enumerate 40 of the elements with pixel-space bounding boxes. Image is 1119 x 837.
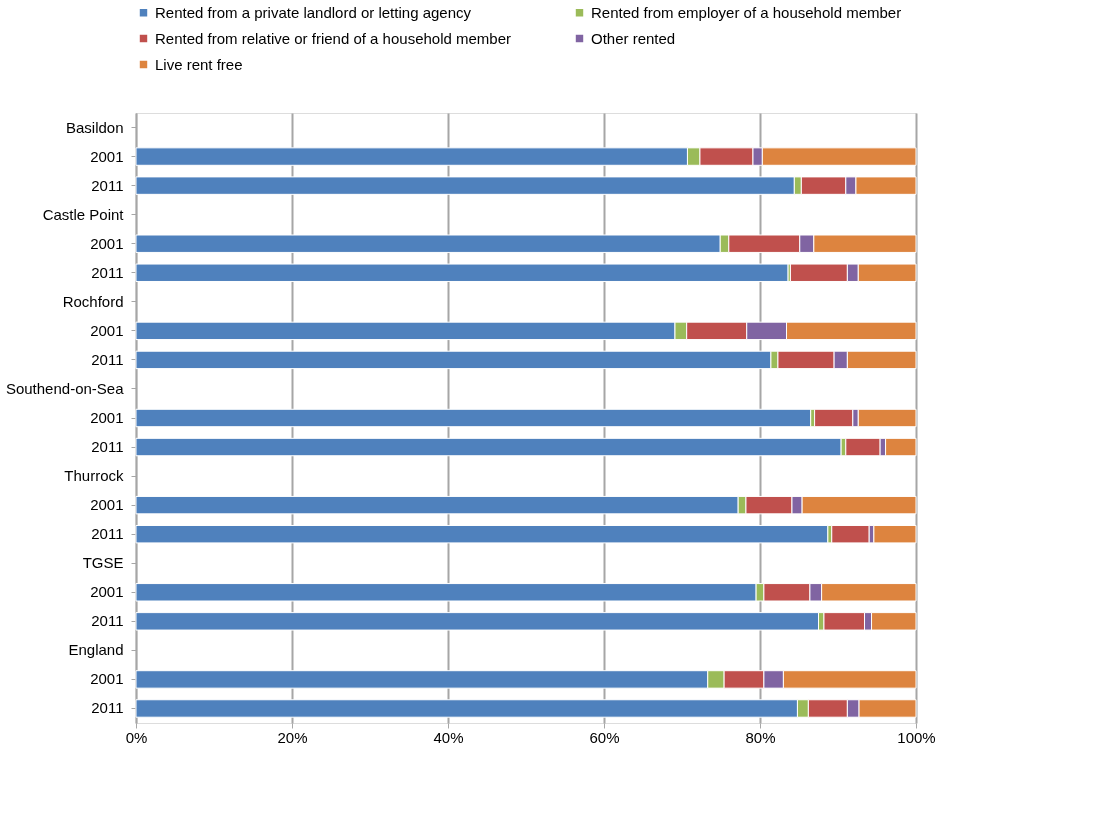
y-tick-label: 2001	[90, 409, 124, 426]
bar	[873, 524, 917, 544]
y-tick-label: Basildon	[65, 118, 124, 136]
y-tick-label: 2011	[91, 438, 124, 456]
bar	[831, 524, 870, 544]
bar	[135, 524, 829, 544]
legend-label: Rented from employer of a household member	[591, 3, 902, 21]
legend-label: Live rent free	[155, 55, 243, 73]
legend-label: Rented from relative or friend of a household member	[155, 29, 512, 47]
y-tick-label: 2011	[91, 176, 124, 194]
x-tick-label: 20%	[277, 728, 308, 746]
bar	[135, 437, 842, 457]
x-tick-label: 100%	[897, 728, 936, 746]
y-tick-label: Southend-on-Sea	[5, 379, 125, 397]
y-tick-label: 2011	[91, 699, 124, 717]
bar	[135, 263, 789, 282]
y-tick-label: 2001	[90, 670, 124, 688]
y-tick-label: TGSE	[82, 554, 124, 572]
y-tick-label: 2001	[90, 147, 124, 165]
legend-label: Other rented	[591, 29, 676, 47]
y-tick-label: Thurrock	[64, 467, 124, 485]
x-tick-label: 60%	[589, 728, 620, 746]
bar	[135, 408, 812, 428]
y-tick-label: 2001	[90, 583, 124, 601]
y-tick-label: Rochford	[62, 292, 124, 310]
bar	[814, 408, 854, 428]
bar	[135, 612, 819, 631]
y-tick-label: 2001	[90, 234, 124, 252]
y-tick-label: 2011	[91, 612, 124, 630]
y-tick-label: 2011	[91, 350, 124, 368]
y-tick-label: 2001	[90, 496, 124, 514]
y-tick-label: Castle Point	[42, 205, 125, 223]
y-tick-label: 2011	[91, 263, 124, 281]
x-tick-label: 40%	[433, 728, 464, 746]
x-tick-label: 0%	[125, 728, 148, 746]
legend-label: Rented from a private landlord or letting agency	[155, 3, 472, 21]
y-tick-label: 2011	[91, 525, 124, 543]
y-tick-label: England	[68, 641, 124, 659]
y-tick-label: 2001	[90, 321, 124, 339]
x-tick-label: 80%	[745, 728, 776, 746]
